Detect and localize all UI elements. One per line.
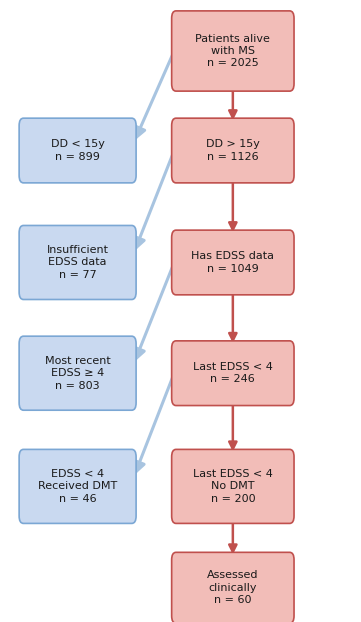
FancyBboxPatch shape [172,449,294,524]
Text: Patients alive
with MS
n = 2025: Patients alive with MS n = 2025 [195,34,270,68]
Text: DD < 15y
n = 899: DD < 15y n = 899 [51,139,105,162]
FancyBboxPatch shape [19,226,136,300]
Text: Last EDSS < 4
n = 246: Last EDSS < 4 n = 246 [193,362,273,384]
Text: EDSS < 4
Received DMT
n = 46: EDSS < 4 Received DMT n = 46 [38,469,117,504]
FancyBboxPatch shape [172,230,294,295]
FancyBboxPatch shape [19,449,136,524]
FancyBboxPatch shape [172,552,294,622]
FancyBboxPatch shape [19,118,136,183]
FancyBboxPatch shape [172,11,294,91]
Text: Assessed
clinically
n = 60: Assessed clinically n = 60 [207,570,258,605]
FancyBboxPatch shape [172,341,294,406]
Text: Has EDSS data
n = 1049: Has EDSS data n = 1049 [191,251,274,274]
Text: Most recent
EDSS ≥ 4
n = 803: Most recent EDSS ≥ 4 n = 803 [45,356,110,391]
Text: DD > 15y
n = 1126: DD > 15y n = 1126 [206,139,260,162]
FancyBboxPatch shape [19,336,136,411]
Text: Insufficient
EDSS data
n = 77: Insufficient EDSS data n = 77 [47,245,109,280]
FancyBboxPatch shape [172,118,294,183]
Text: Last EDSS < 4
No DMT
n = 200: Last EDSS < 4 No DMT n = 200 [193,469,273,504]
